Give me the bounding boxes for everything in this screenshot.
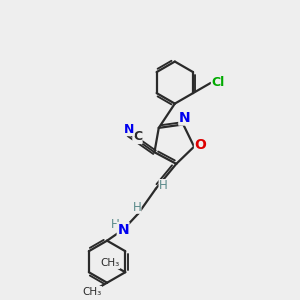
Text: H: H <box>133 201 141 214</box>
Text: H: H <box>159 179 167 192</box>
Text: N: N <box>179 111 190 125</box>
Text: CH₃: CH₃ <box>100 259 120 269</box>
Text: H: H <box>111 218 119 231</box>
Text: Cl: Cl <box>212 76 225 89</box>
Text: CH₃: CH₃ <box>82 286 101 296</box>
Text: N: N <box>124 122 134 136</box>
Text: C: C <box>133 130 142 143</box>
Text: N: N <box>117 223 129 237</box>
Text: O: O <box>195 138 206 152</box>
